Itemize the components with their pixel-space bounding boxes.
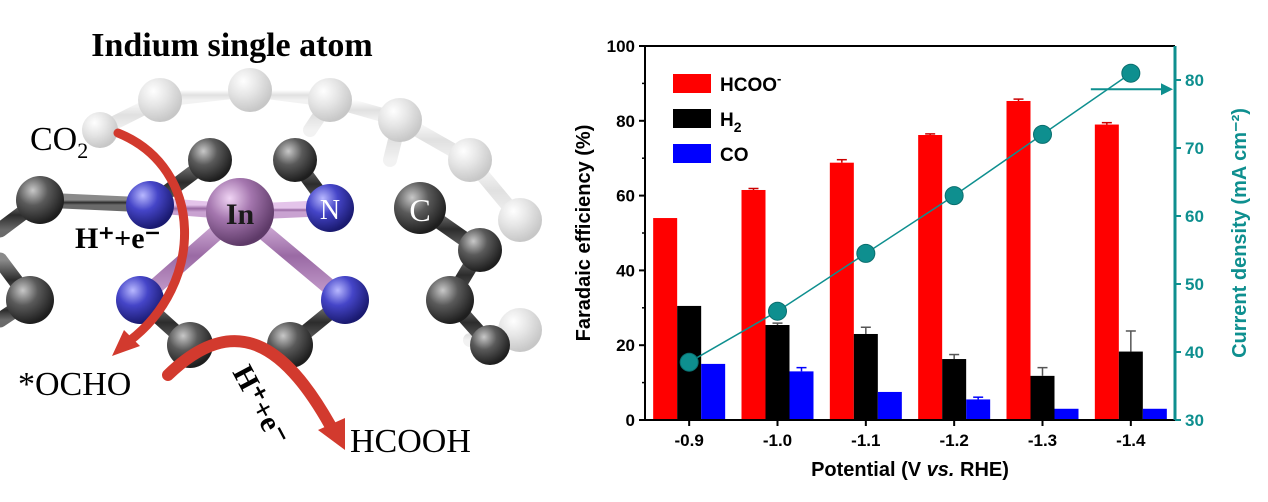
bar-0-3 — [918, 135, 943, 420]
hcooh-label: HCOOH — [350, 423, 471, 460]
faradaic-efficiency-chart: 0 20 40 60 80 100 30 40 50 60 70 80 -0.9 -1.0 -1.1 -1.2… — [573, 37, 1251, 481]
y2-tick-label-2: 50 — [1185, 275, 1204, 294]
legend-label-1: H2 — [720, 110, 742, 135]
bar-0-1 — [741, 189, 766, 420]
y2-axis-label: Current density (mA cm⁻²) — [1229, 108, 1251, 358]
indium-label: In — [226, 198, 255, 231]
bar-2-4 — [1054, 408, 1079, 420]
x-tick-label-5: -1.4 — [1116, 431, 1146, 450]
bar-1-3 — [942, 359, 967, 420]
x-tick-label-0: -0.9 — [675, 431, 704, 450]
y2-tick-label-1: 40 — [1185, 343, 1204, 362]
legend-label-text-1: H — [720, 110, 734, 131]
legend-label-0: HCOO- — [720, 71, 781, 96]
bar-1-1 — [765, 325, 790, 420]
bar-2-0 — [701, 363, 726, 420]
y-axis-label: Faradaic efficiency (%) — [573, 125, 595, 342]
bar-0-2 — [829, 162, 854, 421]
legend-label-text-2: CO — [720, 145, 749, 166]
bar-0-0 — [653, 218, 678, 420]
nitrogen-atoms — [116, 181, 369, 324]
y-tick-label-2: 40 — [616, 261, 635, 280]
x-tick-label-2: -1.1 — [851, 431, 880, 450]
bar-1-5 — [1118, 351, 1143, 420]
y2-indicator-arrowhead — [1161, 83, 1173, 96]
plot-area — [653, 63, 1173, 421]
bar-2-2 — [877, 391, 902, 420]
legend-label-2: CO — [720, 145, 749, 166]
y-tick-label-0: 0 — [626, 411, 635, 430]
current-density-point-2 — [856, 243, 876, 263]
axes: 0 20 40 60 80 100 30 40 50 60 70 80 -0.9 -1.0 -1.1 -1.2… — [607, 37, 1204, 450]
bar-1-2 — [853, 333, 878, 420]
y2-tick-label-0: 30 — [1185, 411, 1204, 430]
bar-2-1 — [789, 371, 814, 420]
x-axis-label-part-2: vs. — [927, 459, 955, 481]
background-lattice — [82, 68, 542, 352]
y-tick-label-1: 20 — [616, 336, 635, 355]
legend-swatch-0 — [673, 74, 711, 93]
y-tick-label-4: 80 — [616, 112, 635, 131]
legend-swatch-1 — [673, 109, 711, 128]
h-plus-e-label-2: H⁺+e⁻ — [226, 360, 295, 451]
bar-0-4 — [1006, 100, 1031, 420]
legend: HCOO- H2 CO — [673, 71, 781, 166]
co2-label: CO2 — [30, 121, 88, 163]
y-tick-label-3: 60 — [616, 187, 635, 206]
bar-0-5 — [1094, 124, 1119, 420]
adsorption-arrowhead — [112, 330, 140, 356]
y2-tick-label-5: 80 — [1185, 71, 1204, 90]
desorption-arrow — [162, 335, 336, 431]
co2-main: CO — [30, 121, 77, 158]
x-axis-label: Potential (V vs. RHE) — [811, 459, 1009, 481]
indium-single-atom-scene: Indium single atom CO2 H⁺+e⁻ In N C *OCH… — [0, 27, 542, 460]
bar-1-4 — [1030, 375, 1055, 420]
y2-tick-label-3: 60 — [1185, 207, 1204, 226]
co2-subscript: 2 — [77, 138, 88, 163]
bar-2-3 — [966, 399, 991, 420]
desorption-arrowhead — [318, 418, 345, 450]
scene-title: Indium single atom — [91, 27, 373, 64]
current-density-point-0 — [679, 352, 699, 372]
legend-swatch-2 — [673, 144, 711, 163]
current-density-point-4 — [1033, 124, 1052, 144]
y-tick-label-5: 100 — [607, 37, 635, 56]
x-axis-label-part-3: RHE) — [954, 459, 1008, 481]
indium-atom — [206, 178, 274, 246]
x-axis-label-part-1: Potential (V — [811, 459, 927, 481]
legend-label-text-0: HCOO — [720, 75, 777, 96]
adsorption-arrow — [113, 128, 189, 347]
current-density-line — [688, 72, 1132, 363]
legend-label-sub-1: 2 — [734, 119, 742, 135]
x-tick-label-4: -1.3 — [1028, 431, 1057, 450]
carbon-label: C — [409, 192, 430, 228]
x-tick-label-3: -1.2 — [940, 431, 969, 450]
x-tick-label-1: -1.0 — [763, 431, 792, 450]
current-density-point-5 — [1121, 63, 1141, 83]
nitrogen-label: N — [320, 195, 340, 226]
ocho-label: *OCHO — [18, 366, 131, 403]
y2-tick-label-4: 70 — [1185, 139, 1204, 158]
current-density-point-1 — [768, 301, 787, 321]
current-density-point-3 — [944, 186, 964, 206]
bar-2-5 — [1142, 408, 1167, 420]
carbon-atoms — [6, 138, 510, 368]
h-plus-e-label-1: H⁺+e⁻ — [75, 222, 160, 255]
legend-label-sup-0: - — [777, 71, 781, 86]
